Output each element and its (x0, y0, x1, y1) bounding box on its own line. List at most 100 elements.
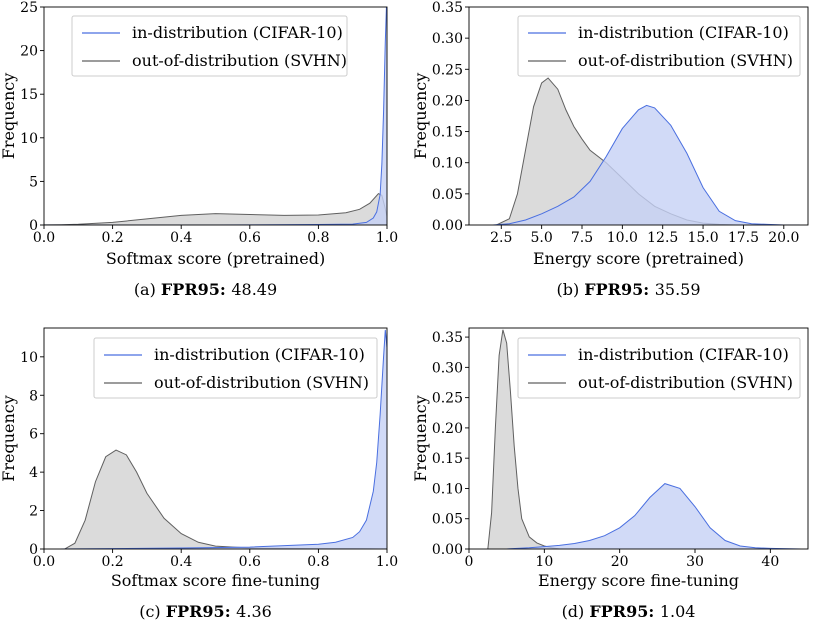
y-tick-label: 0 (29, 542, 38, 558)
x-tick-label: 0.4 (170, 554, 192, 570)
y-tick-label: 0.20 (432, 421, 463, 437)
caption-metric: FPR95: (589, 602, 659, 621)
series-in-dist-area (493, 105, 800, 225)
y-tick-label: 0 (29, 218, 38, 234)
series-in-dist-line (506, 483, 801, 549)
axes-frame (43, 6, 388, 226)
x-tick-label: 0.2 (101, 230, 123, 246)
y-tick-label: 6 (29, 427, 38, 443)
x-tick-label: 7.5 (571, 230, 593, 246)
caption-label: (a) (134, 280, 161, 299)
x-tick-label: 0.2 (101, 554, 123, 570)
y-tick-label: 0.10 (432, 481, 463, 497)
x-tick-label: 10.0 (607, 230, 638, 246)
x-tick-label: 10 (535, 554, 553, 570)
caption-value: 1.04 (660, 602, 696, 621)
y-tick-label: 0.35 (432, 330, 463, 346)
x-tick-label: 0.6 (239, 554, 261, 570)
x-tick-label: 0.8 (307, 230, 329, 246)
x-axis-label: Softmax score (pretrained) (106, 249, 325, 268)
y-tick-label: 20 (20, 44, 38, 60)
legend-box (71, 15, 348, 77)
y-tick-label: 0.20 (432, 93, 463, 109)
legend: in-distribution (CIFAR-10) out-of-distrib… (93, 337, 378, 399)
y-tick-label: 0.15 (432, 451, 463, 467)
series-ood-area (496, 78, 736, 225)
y-tick-label: 5 (29, 174, 38, 190)
series-in-dist-area (506, 483, 801, 549)
x-tick-label: 5.0 (531, 230, 553, 246)
legend-entry-in-dist: in-distribution (CIFAR-10) (154, 345, 365, 364)
x-tick-label: 1.0 (376, 230, 398, 246)
axes-frame (468, 6, 809, 226)
y-tick-label: 0.25 (432, 62, 463, 78)
axes-frame (468, 327, 809, 550)
y-tick-label: 0.00 (432, 542, 463, 558)
x-tick-label: 12.5 (647, 230, 678, 246)
y-tick-label: 0.30 (432, 31, 463, 47)
plot-area (487, 329, 801, 549)
legend: in-distribution (CIFAR-10) out-of-distrib… (71, 15, 348, 77)
series-ood-area (44, 193, 387, 225)
chart-panel-b: 2.5 5.0 7.5 10.0 12.5 15.0 17.5 20.0 0.00 0.05 0.1… (411, 0, 809, 299)
y-tick-label: 0.35 (432, 0, 463, 16)
chart-panel-c: 0.0 0.2 0.4 0.6 0.8 1.0 0 2 4 6 8 10 Softmax score f… (0, 327, 398, 621)
legend-entry-in-dist: in-distribution (CIFAR-10) (578, 23, 789, 42)
y-axis-label: Frequency (411, 73, 430, 160)
axes-frame (43, 327, 388, 550)
series-ood-line (44, 192, 387, 225)
x-tick-label: 20 (611, 554, 629, 570)
legend-entry-ood: out-of-distribution (SVHN) (154, 373, 369, 392)
y-tick-label: 0.10 (432, 156, 463, 172)
caption-value: 48.49 (231, 280, 277, 299)
series-ood-area (64, 450, 387, 549)
legend-box (517, 337, 801, 399)
chart-panel-a: 0.0 0.2 0.4 0.6 0.8 1.0 0 5 10 15 20 25 Softmax scor… (0, 0, 398, 299)
caption-value: 35.59 (655, 280, 701, 299)
x-axis-label: Energy score (pretrained) (533, 249, 744, 268)
x-tick-label: 1.0 (376, 554, 398, 570)
y-tick-label: 0.15 (432, 125, 463, 141)
y-axis-label: Frequency (411, 395, 430, 482)
y-axis-label: Frequency (0, 73, 18, 160)
y-tick-label: 25 (20, 0, 38, 16)
y-tick-label: 2 (29, 504, 38, 520)
x-tick-label: 0 (465, 554, 474, 570)
x-tick-label: 20.0 (768, 230, 799, 246)
legend-entry-in-dist: in-distribution (CIFAR-10) (132, 23, 343, 42)
legend-entry-ood: out-of-distribution (SVHN) (578, 51, 793, 70)
y-tick-label: 0.30 (432, 360, 463, 376)
legend-box (93, 337, 378, 399)
y-tick-label: 15 (20, 87, 38, 103)
x-axis-label: Softmax score fine-tuning (111, 571, 320, 590)
y-tick-label: 0.25 (432, 391, 463, 407)
y-tick-label: 0.00 (432, 218, 463, 234)
y-tick-label: 10 (20, 350, 38, 366)
panel-caption: (d) FPR95: 1.04 (562, 602, 696, 621)
series-in-dist-line (493, 104, 800, 225)
panel-caption: (b) FPR95: 35.59 (556, 280, 700, 299)
caption-label: (b) (556, 280, 584, 299)
y-tick-label: 0.05 (432, 187, 463, 203)
series-in-dist-line (61, 329, 387, 549)
caption-metric: FPR95: (166, 602, 236, 621)
caption-label: (d) (562, 602, 590, 621)
x-tick-label: 0.0 (33, 230, 55, 246)
legend-box (517, 15, 801, 77)
legend-entry-ood: out-of-distribution (SVHN) (132, 51, 347, 70)
y-tick-label: 0.05 (432, 512, 463, 528)
y-axis-label: Frequency (0, 395, 18, 482)
x-tick-label: 17.5 (728, 230, 759, 246)
legend: in-distribution (CIFAR-10) out-of-distrib… (517, 15, 801, 77)
legend-entry-in-dist: in-distribution (CIFAR-10) (578, 345, 789, 364)
panel-caption: (c) FPR95: 4.36 (139, 602, 272, 621)
x-tick-label: 0.0 (33, 554, 55, 570)
x-tick-label: 40 (761, 554, 779, 570)
chart-panel-d: 0 10 20 30 40 0.00 0.05 0.10 0.15 0.20 0.25 0.30 0.3… (411, 327, 809, 621)
y-tick-label: 10 (20, 131, 38, 147)
caption-label: (c) (139, 602, 166, 621)
caption-metric: FPR95: (161, 280, 231, 299)
x-tick-label: 0.6 (239, 230, 261, 246)
legend: in-distribution (CIFAR-10) out-of-distrib… (517, 337, 801, 399)
